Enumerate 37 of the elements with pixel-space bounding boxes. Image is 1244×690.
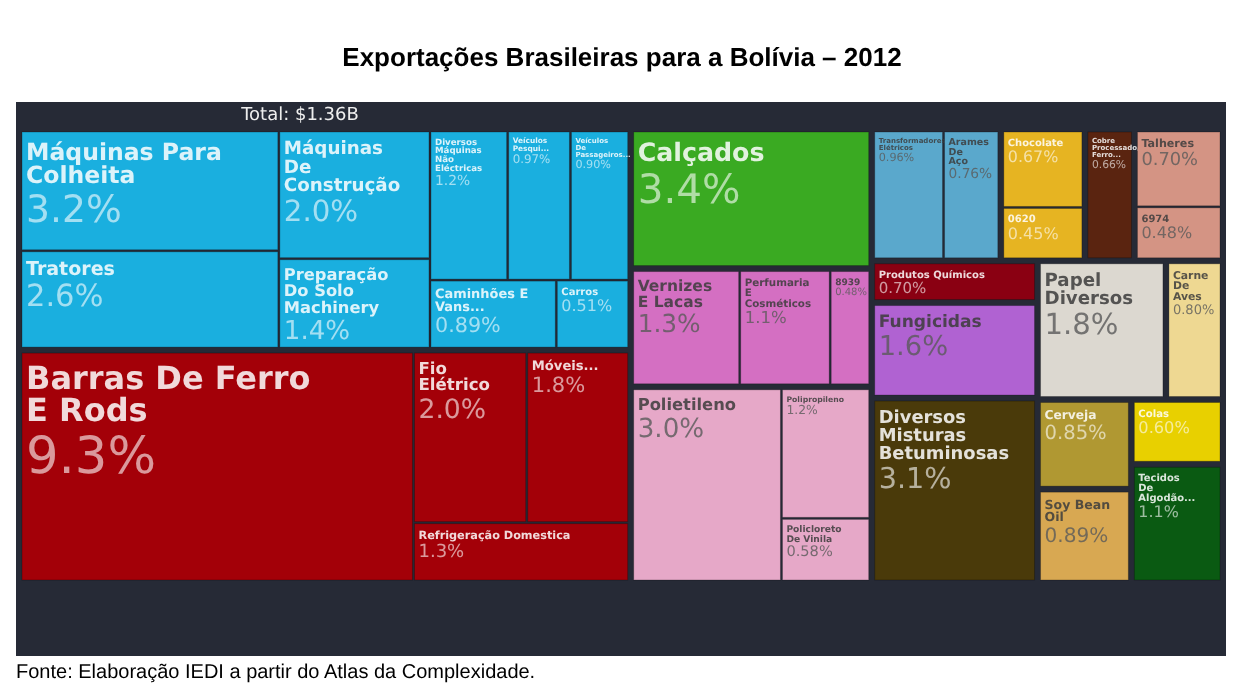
data-label: 1.3% [637, 307, 702, 338]
data-label: 1.8% [1044, 307, 1119, 342]
text: Exportações Brasileiras para a Bolívia – 2012 [342, 42, 902, 72]
category-label: Barras De Ferro E Rods [26, 359, 311, 430]
data-label: 1.6% [878, 330, 949, 363]
data-label: 2.6% [26, 277, 104, 314]
category-label: Diversos Misturas Betuminosas [878, 408, 1010, 465]
category-label: Calçados [637, 137, 765, 168]
category-label: Máquinas Para Colheita [26, 137, 222, 190]
data-label: 0.85% [1044, 422, 1107, 445]
data-label: 3.4% [637, 164, 741, 213]
data-label: 0.89% [434, 314, 502, 339]
data-label: 1.4% [283, 317, 351, 348]
data-label: 0.70% [1141, 151, 1199, 172]
data-label: 9.3% [26, 427, 157, 488]
data-label: 0.48% [1141, 224, 1194, 243]
data-label: 2.0% [418, 395, 487, 426]
data-label: 2.0% [283, 194, 359, 229]
category-label: Papel Diversos [1044, 272, 1134, 311]
data-label: 1.3% [418, 543, 466, 564]
category-label: Preparação Do Solo Machinery [283, 264, 390, 317]
category-label: Fio Elétrico [418, 357, 491, 395]
category-label: Fungicidas [878, 312, 982, 333]
data-label: 1.8% [531, 373, 586, 398]
category-label: Tratores [26, 258, 116, 281]
data-label: 3.0% [637, 414, 705, 445]
data-label: 0.89% [1044, 525, 1109, 548]
data-label: 3.2% [26, 189, 122, 232]
category-label: Polietileno [637, 394, 737, 415]
data-label: 0.60% [1138, 417, 1191, 438]
data-label: 3.1% [878, 464, 952, 497]
source-note: Fonte: Elaboração IEDI a partir do Atlas da Complexidade. [16, 662, 536, 684]
category-label: Máquinas De Construção [283, 138, 401, 197]
data-label: 0.51% [561, 297, 613, 316]
data-label: 0.45% [1007, 224, 1060, 243]
data-label: 1.1% [744, 307, 787, 328]
text: Total: $1.36B [239, 106, 359, 126]
